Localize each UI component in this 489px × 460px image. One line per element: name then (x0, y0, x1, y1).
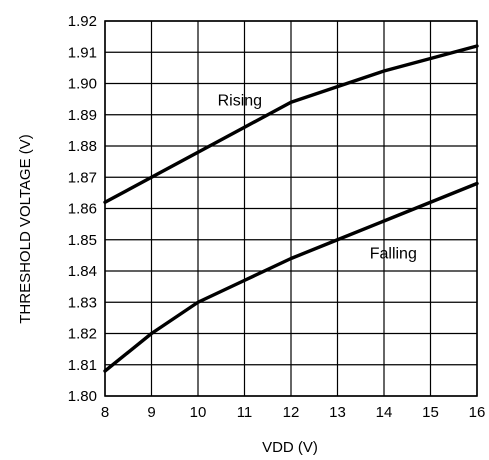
y-axis-title: THRESHOLD VOLTAGE (V) (17, 134, 34, 323)
y-tick-label: 1.91 (68, 44, 97, 61)
x-tick-label: 8 (101, 404, 109, 421)
y-tick-label: 1.80 (68, 388, 97, 405)
series-line-rising (103, 44, 479, 204)
annotation-falling: Falling (370, 246, 417, 263)
y-tick-label: 1.81 (68, 357, 97, 374)
y-tick-label: 1.82 (68, 326, 97, 343)
y-tick-label: 1.83 (68, 294, 97, 311)
x-axis-title: VDD (V) (262, 439, 318, 456)
x-tick-labels: 8 9 10 11 12 13 14 15 16 (101, 404, 486, 421)
x-tick-label: 15 (422, 404, 439, 421)
x-tick-label: 9 (147, 404, 155, 421)
y-tick-label: 1.84 (68, 263, 97, 280)
y-tick-label: 1.86 (68, 201, 97, 218)
annotation-rising: Rising (218, 92, 262, 109)
x-tick-label: 14 (376, 404, 393, 421)
y-tick-label: 1.87 (68, 169, 97, 186)
x-tick-label: 11 (237, 404, 253, 421)
y-tick-label: 1.92 (68, 13, 97, 30)
grid-layer (104, 20, 478, 397)
x-tick-label: 12 (283, 404, 300, 421)
y-tick-labels: 1.80 1.81 1.82 1.83 1.84 1.85 1.86 1.87 1.88 1.89… (68, 13, 97, 405)
x-tick-label: 10 (190, 404, 207, 421)
y-tick-label: 1.89 (68, 107, 97, 124)
annotations: Rising Falling (218, 92, 417, 262)
frame-layer (104, 20, 478, 397)
plot-frame (104, 20, 478, 397)
x-tick-label: 13 (329, 404, 346, 421)
x-tick-label: 16 (469, 404, 486, 421)
series-layer (103, 44, 479, 373)
y-tick-label: 1.90 (68, 76, 97, 93)
y-tick-label: 1.88 (68, 138, 97, 155)
y-tick-label: 1.85 (68, 232, 97, 249)
series-line-falling (103, 181, 479, 373)
